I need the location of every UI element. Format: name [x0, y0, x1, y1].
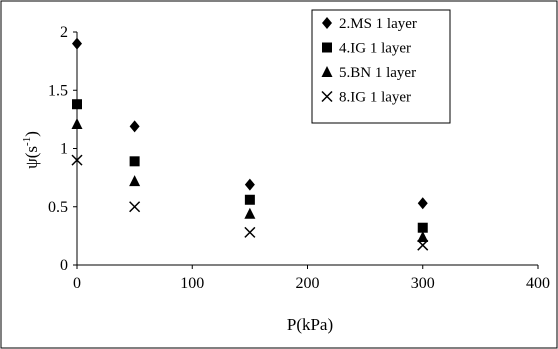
square-data-point	[129, 156, 140, 167]
x-tick-label: 0	[73, 275, 81, 292]
y-axis-title-close: )	[22, 131, 41, 137]
cross-data-point	[417, 239, 429, 251]
square-data-point	[72, 99, 82, 110]
triangle-data-point	[129, 175, 141, 187]
y-tick-label: 0.5	[48, 199, 68, 216]
legend-label: 4.IG 1 layer	[339, 41, 411, 57]
diamond-data-point	[244, 178, 255, 191]
square-data-point	[417, 222, 428, 233]
y-tick-label: 1	[60, 141, 68, 158]
x-axis-ticks: 0 100 200 300 400	[73, 265, 550, 292]
diamond-data-point	[72, 37, 82, 50]
x-tick-label: 300	[411, 275, 435, 292]
y-axis-title-sup: -1	[21, 137, 33, 146]
legend: 2.MS 1 layer 4.IG 1 layer 5.BN 1 layer 8.IG…	[311, 9, 451, 124]
legend-label: 5.BN 1 layer	[339, 65, 416, 81]
legend-diamond-marker	[322, 17, 332, 29]
legend-square-marker	[322, 42, 332, 53]
legend-box	[311, 9, 451, 124]
legend-label: 2.MS 1 layer	[339, 16, 417, 32]
legend-cross-marker	[321, 90, 333, 103]
x-tick-label: 200	[296, 275, 320, 292]
y-axis-ticks: 0 0.5 1 1.5 2	[48, 24, 77, 274]
diamond-data-point	[129, 120, 140, 133]
triangle-data-point	[244, 207, 256, 219]
y-axis-title: ψ(s-1)	[21, 131, 41, 169]
x-tick-label: 100	[180, 275, 204, 292]
y-tick-label: 0	[60, 257, 68, 274]
x-axis-title: P(kPa)	[287, 315, 333, 334]
legend-triangle-marker	[321, 66, 333, 77]
data-points	[71, 37, 429, 251]
legend-items: 2.MS 1 layer 4.IG 1 layer 5.BN 1 layer 8.IG…	[321, 16, 417, 106]
cross-data-point	[71, 154, 83, 166]
triangle-data-point	[417, 231, 429, 243]
legend-label: 8.IG 1 layer	[339, 90, 411, 106]
cross-data-point	[244, 226, 256, 238]
y-tick-label: 2	[60, 24, 68, 41]
triangle-data-point	[71, 118, 83, 130]
y-axis-title-main: ψ(s	[22, 146, 41, 169]
y-tick-label: 1.5	[48, 82, 68, 99]
cross-data-point	[129, 201, 141, 213]
square-data-point	[244, 194, 255, 205]
x-tick-label: 400	[526, 275, 550, 292]
diamond-data-point	[417, 197, 428, 210]
